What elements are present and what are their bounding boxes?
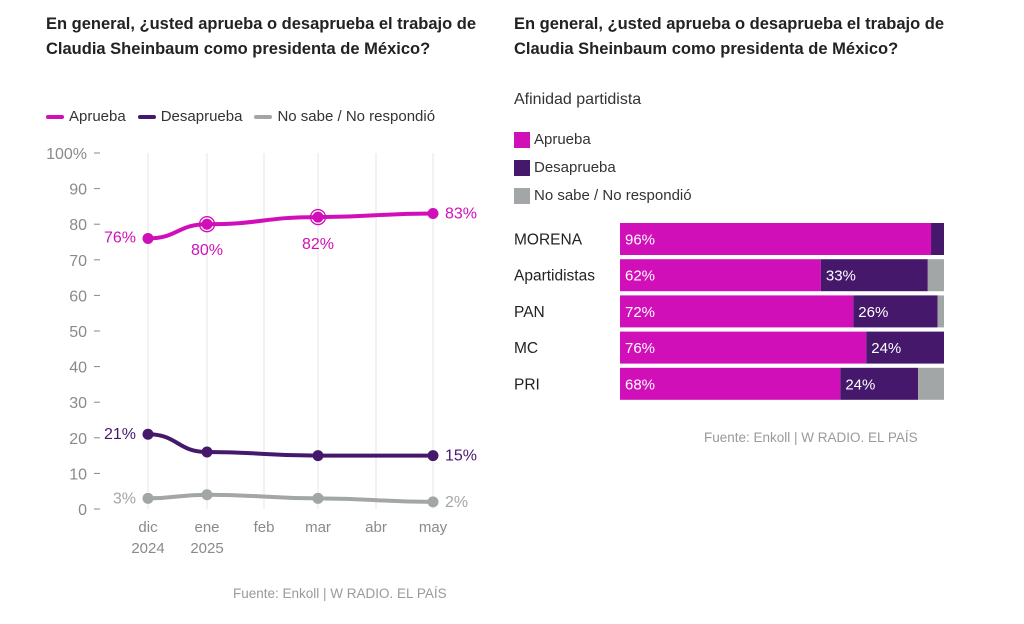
bar-legend-item-desaprueba: Desaprueba <box>514 159 616 176</box>
y-tick-label-6: 40 <box>69 360 87 377</box>
bar-data-label-2-0: 72% <box>625 304 655 321</box>
bar-data-label-4-0: 68% <box>625 376 655 393</box>
series-0-point-3 <box>427 208 439 220</box>
bar-category-label-4: PRI <box>514 376 540 393</box>
series-2-data-label-3: 2% <box>445 494 468 511</box>
bar-segment-4-0 <box>620 367 841 400</box>
legend-swatch-desaprueba <box>137 114 156 119</box>
y-tick-label-10: 0 <box>78 502 87 519</box>
bar-segment-0-0 <box>620 223 932 255</box>
bar-chart: MORENA 96% Apartidistas 62% 33% PAN 72% 26% MC 76… <box>514 223 944 400</box>
line-chart: 100% 90 80 70 60 50 40 30 20 10 0 dic 2024 ene 2025 feb… <box>46 146 477 557</box>
x-tick-label-0: dic <box>138 519 158 536</box>
series-0-data-label-1: 80% <box>191 242 223 259</box>
bar-chart-source: Fuente: Enkoll | W RADIO. EL PAÍS <box>704 430 918 445</box>
bar-legend-item-no-sabe: No sabe / No respondió <box>514 187 692 204</box>
bar-segment-2-1 <box>853 295 938 328</box>
series-line-1 <box>146 432 435 458</box>
bar-data-label-1-0: 62% <box>625 268 655 285</box>
bar-data-label-3-0: 76% <box>625 340 655 357</box>
y-tick-label-4: 60 <box>69 288 87 305</box>
series-2-point-3 <box>427 496 439 508</box>
bar-segment-1-0 <box>620 259 821 292</box>
bar-chart-subtitle: Afinidad partidista <box>514 91 642 108</box>
bar-segment-4-1 <box>840 367 919 400</box>
series-line-2 <box>146 492 435 504</box>
bar-segment-3-1 <box>866 331 944 364</box>
series-2-point-1 <box>201 489 213 501</box>
series-0-data-label-3: 83% <box>445 206 477 223</box>
bar-chart-title: En general, ¿usted aprueba o desaprueba … <box>514 15 945 58</box>
legend-label-no-sabe: No sabe / No respondió <box>277 108 436 125</box>
series-0-point-0 <box>142 232 154 244</box>
x-tick-label-1-year: 2025 <box>190 540 223 557</box>
bar-legend-swatch-aprueba <box>514 131 530 148</box>
series-1-point-3 <box>427 450 439 462</box>
line-chart-source: Fuente: Enkoll | W RADIO. EL PAÍS <box>233 586 447 601</box>
bar-segment-2-2 <box>937 295 944 328</box>
series-0-data-label-0: 76% <box>104 229 136 246</box>
series-line-0 <box>146 211 435 241</box>
bar-segment-4-2 <box>918 367 944 400</box>
line-chart-legend: Aprueba Desaprueba No sabe / No respondi… <box>46 108 447 125</box>
bar-category-label-1: Apartidistas <box>514 268 595 285</box>
bar-data-label-4-1: 24% <box>845 376 875 393</box>
legend-item-desaprueba: Desaprueba <box>137 108 243 125</box>
series-1-data-label-0: 21% <box>104 426 136 443</box>
bar-legend-item-aprueba: Aprueba <box>514 131 591 148</box>
bar-category-label-3: MC <box>514 340 538 357</box>
bar-segment-2-0 <box>620 295 854 328</box>
bar-legend-label-no-sabe: No sabe / No respondió <box>534 187 692 204</box>
bar-category-label-0: MORENA <box>514 232 583 249</box>
series-1-data-label-3: 15% <box>445 448 477 465</box>
bar-segment-3-0 <box>620 331 867 364</box>
series-1-point-1 <box>201 446 213 458</box>
y-tick-label-2: 80 <box>69 217 87 234</box>
y-tick-label-5: 50 <box>69 324 87 341</box>
legend-label-desaprueba: Desaprueba <box>160 108 243 125</box>
bar-category-label-2: PAN <box>514 304 545 321</box>
series-0-point-ring-1 <box>198 216 216 233</box>
x-tick-label-2: feb <box>254 519 275 536</box>
bar-data-label-0-0: 96% <box>625 232 655 249</box>
bar-data-label-2-1: 26% <box>858 304 888 321</box>
bar-legend-label-desaprueba: Desaprueba <box>534 159 616 176</box>
x-tick-label-5: may <box>419 519 448 536</box>
bar-segment-1-1 <box>820 259 928 292</box>
x-tick-label-1: ene <box>194 519 219 536</box>
series-2-point-2 <box>312 492 324 504</box>
bar-legend-swatch-desaprueba <box>514 159 530 176</box>
bar-segment-0-1 <box>931 223 944 255</box>
series-1-point-0 <box>142 428 154 440</box>
bar-data-label-3-1: 24% <box>871 340 901 357</box>
legend-swatch-no-sabe <box>254 114 273 119</box>
y-tick-label-8: 20 <box>69 431 87 448</box>
series-0-point-2 <box>312 211 324 223</box>
x-tick-label-3: mar <box>305 519 331 536</box>
x-tick-label-4: abr <box>365 519 387 536</box>
series-2-data-label-0: 3% <box>113 490 136 507</box>
y-tick-label-9: 10 <box>69 466 87 483</box>
x-tick-label-0-year: 2024 <box>131 540 164 557</box>
y-tick-label-7: 30 <box>69 395 87 412</box>
series-0-point-1 <box>201 218 213 230</box>
bar-data-label-1-1: 33% <box>826 268 856 285</box>
y-tick-label-0: 100% <box>46 146 87 163</box>
legend-item-no-sabe: No sabe / No respondió <box>254 108 435 125</box>
y-tick-label-3: 70 <box>69 253 87 270</box>
series-1-point-2 <box>312 450 324 462</box>
bar-legend-swatch-no-sabe <box>514 187 530 204</box>
series-0-point-ring-2 <box>309 208 327 226</box>
line-chart-title: En general, ¿usted aprueba o desaprueba … <box>46 15 477 58</box>
legend-item-aprueba: Aprueba <box>46 108 126 125</box>
y-tick-label-1: 90 <box>69 182 87 199</box>
bar-legend-label-aprueba: Aprueba <box>534 131 591 148</box>
series-2-point-0 <box>142 492 154 504</box>
series-0-data-label-2: 82% <box>302 236 334 253</box>
bar-segment-1-2 <box>927 259 944 292</box>
legend-label-aprueba: Aprueba <box>69 108 126 125</box>
legend-swatch-aprueba <box>46 114 64 119</box>
